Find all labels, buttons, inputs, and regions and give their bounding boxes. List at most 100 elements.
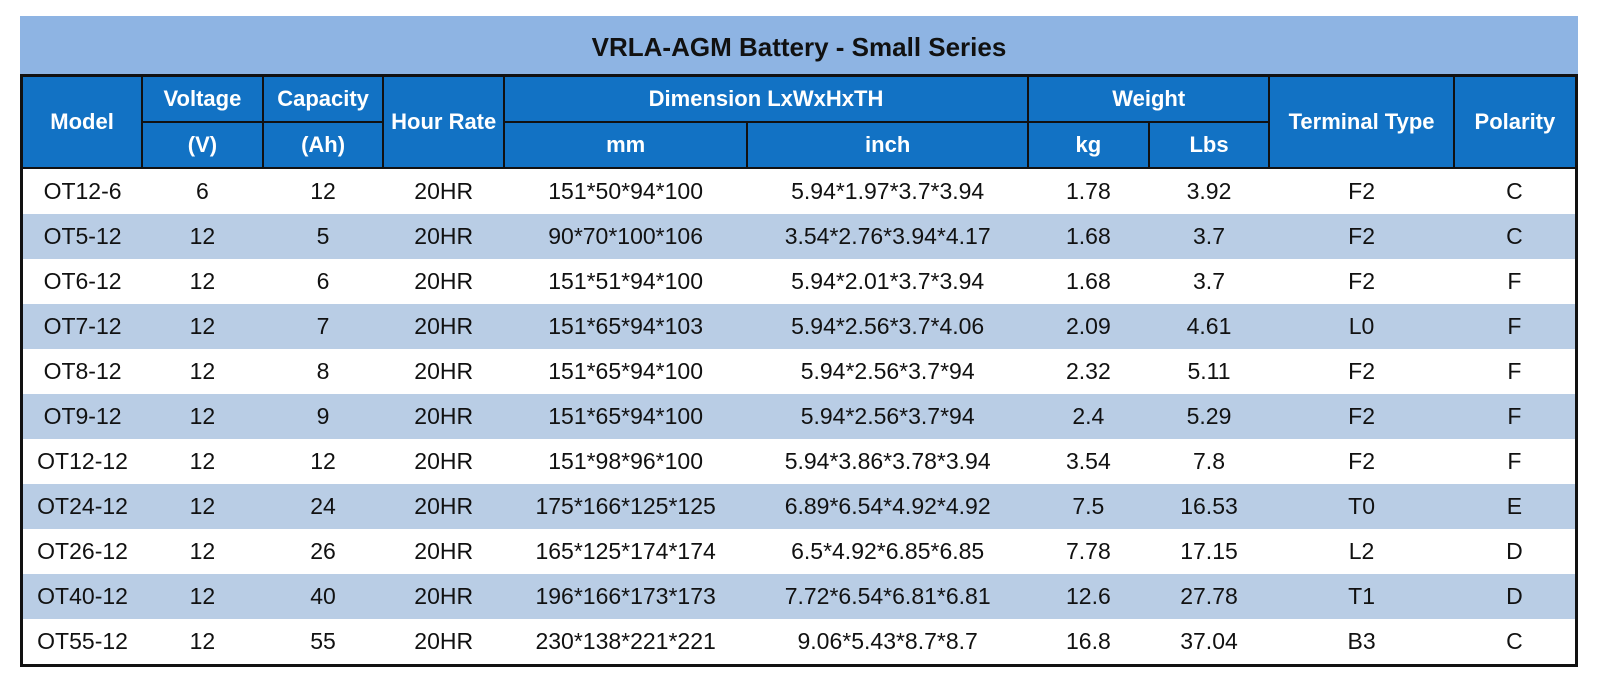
cell-capacity: 8 (262, 349, 384, 394)
cell-terminal-type: F2 (1269, 439, 1454, 484)
table-title: VRLA-AGM Battery - Small Series (20, 16, 1578, 74)
header-terminal-type: Terminal Type (1268, 74, 1455, 169)
battery-spec-table: Model Voltage Capacity Hour Rate Dimensi… (20, 74, 1578, 667)
cell-dimension-inch: 5.94*3.86*3.78*3.94 (747, 439, 1029, 484)
cell-weight-kg: 1.78 (1028, 168, 1149, 214)
cell-voltage: 12 (142, 214, 263, 259)
cell-dimension-inch: 6.5*4.92*6.85*6.85 (747, 529, 1029, 574)
cell-dimension-mm: 151*65*94*103 (504, 304, 748, 349)
table-row: OT24-12 12 24 20HR 175*166*125*125 6.89*6.54*… (21, 484, 1577, 529)
header-hour-rate: Hour Rate (382, 74, 505, 169)
cell-model: OT5-12 (21, 214, 143, 259)
table-row: OT12-6 6 12 20HR 151*50*94*100 5.94*1.97*3.7*… (21, 168, 1577, 214)
cell-model: OT55-12 (21, 619, 143, 666)
cell-polarity: F (1453, 259, 1577, 304)
cell-hour-rate: 20HR (383, 168, 504, 214)
header-model: Model (20, 74, 144, 169)
header-voltage-unit: (V) (141, 121, 264, 169)
cell-hour-rate: 20HR (383, 259, 504, 304)
cell-weight-kg: 12.6 (1028, 574, 1149, 619)
table-header: Model Voltage Capacity Hour Rate Dimensi… (20, 74, 1578, 169)
cell-hour-rate: 20HR (383, 484, 504, 529)
cell-polarity: E (1453, 484, 1577, 529)
cell-model: OT9-12 (21, 394, 143, 439)
cell-weight-kg: 7.78 (1028, 529, 1149, 574)
cell-polarity: F (1453, 394, 1577, 439)
cell-weight-kg: 3.54 (1028, 439, 1149, 484)
cell-model: OT26-12 (21, 529, 143, 574)
cell-voltage: 12 (142, 394, 263, 439)
cell-polarity: D (1453, 574, 1577, 619)
cell-hour-rate: 20HR (383, 574, 504, 619)
cell-capacity: 12 (262, 168, 384, 214)
table-row: OT8-12 12 8 20HR 151*65*94*100 5.94*2.56*3.7*… (21, 349, 1577, 394)
header-polarity: Polarity (1452, 74, 1578, 169)
cell-hour-rate: 20HR (383, 349, 504, 394)
cell-voltage: 12 (142, 619, 263, 666)
cell-dimension-mm: 175*166*125*125 (504, 484, 748, 529)
cell-weight-lbs: 5.29 (1148, 394, 1270, 439)
cell-weight-lbs: 4.61 (1148, 304, 1270, 349)
cell-terminal-type: F2 (1269, 259, 1454, 304)
table-row: OT40-12 12 40 20HR 196*166*173*173 7.72*6.54*… (21, 574, 1577, 619)
cell-model: OT6-12 (21, 259, 143, 304)
cell-dimension-inch: 5.94*2.56*3.7*4.06 (747, 304, 1029, 349)
cell-weight-lbs: 16.53 (1148, 484, 1270, 529)
cell-terminal-type: F2 (1269, 394, 1454, 439)
cell-polarity: C (1453, 214, 1577, 259)
cell-weight-lbs: 3.92 (1148, 168, 1270, 214)
cell-weight-lbs: 3.7 (1148, 259, 1270, 304)
header-dimension-inch: inch (746, 121, 1030, 169)
cell-voltage: 12 (142, 304, 263, 349)
cell-weight-lbs: 5.11 (1148, 349, 1270, 394)
header-capacity: Capacity (261, 74, 385, 123)
table-row: OT7-12 12 7 20HR 151*65*94*103 5.94*2.56*3.7*… (21, 304, 1577, 349)
cell-terminal-type: B3 (1269, 619, 1454, 666)
cell-model: OT24-12 (21, 484, 143, 529)
battery-spec-sheet: VRLA-AGM Battery - Small Series Model Vo… (20, 16, 1578, 667)
cell-dimension-inch: 3.54*2.76*3.94*4.17 (747, 214, 1029, 259)
table-row: OT26-12 12 26 20HR 165*125*174*174 6.5*4.92*6… (21, 529, 1577, 574)
cell-voltage: 12 (142, 439, 263, 484)
cell-polarity: C (1453, 168, 1577, 214)
cell-dimension-inch: 7.72*6.54*6.81*6.81 (747, 574, 1029, 619)
header-voltage: Voltage (141, 74, 264, 123)
cell-dimension-mm: 151*51*94*100 (504, 259, 748, 304)
cell-voltage: 12 (142, 484, 263, 529)
cell-capacity: 24 (262, 484, 384, 529)
cell-polarity: C (1453, 619, 1577, 666)
cell-model: OT8-12 (21, 349, 143, 394)
cell-dimension-mm: 230*138*221*221 (504, 619, 748, 666)
cell-weight-kg: 1.68 (1028, 259, 1149, 304)
cell-capacity: 40 (262, 574, 384, 619)
cell-capacity: 12 (262, 439, 384, 484)
cell-model: OT12-6 (21, 168, 143, 214)
cell-dimension-inch: 5.94*2.56*3.7*94 (747, 394, 1029, 439)
cell-hour-rate: 20HR (383, 439, 504, 484)
table-row: OT5-12 12 5 20HR 90*70*100*106 3.54*2.76*3.94… (21, 214, 1577, 259)
cell-weight-kg: 16.8 (1028, 619, 1149, 666)
cell-weight-kg: 2.4 (1028, 394, 1149, 439)
cell-capacity: 7 (262, 304, 384, 349)
cell-voltage: 6 (142, 168, 263, 214)
cell-dimension-mm: 196*166*173*173 (504, 574, 748, 619)
cell-weight-kg: 1.68 (1028, 214, 1149, 259)
cell-polarity: D (1453, 529, 1577, 574)
cell-weight-kg: 7.5 (1028, 484, 1149, 529)
cell-dimension-inch: 5.94*2.01*3.7*3.94 (747, 259, 1029, 304)
header-dimension-mm: mm (502, 121, 749, 169)
cell-dimension-mm: 151*65*94*100 (504, 349, 748, 394)
cell-capacity: 26 (262, 529, 384, 574)
cell-capacity: 55 (262, 619, 384, 666)
cell-hour-rate: 20HR (383, 394, 504, 439)
cell-polarity: F (1453, 349, 1577, 394)
header-dimension: Dimension LxWxHxTH (502, 74, 1030, 123)
cell-weight-lbs: 17.15 (1148, 529, 1270, 574)
cell-terminal-type: F2 (1269, 349, 1454, 394)
cell-terminal-type: F2 (1269, 168, 1454, 214)
cell-terminal-type: L0 (1269, 304, 1454, 349)
cell-polarity: F (1453, 439, 1577, 484)
cell-terminal-type: L2 (1269, 529, 1454, 574)
cell-weight-lbs: 27.78 (1148, 574, 1270, 619)
cell-capacity: 5 (262, 214, 384, 259)
